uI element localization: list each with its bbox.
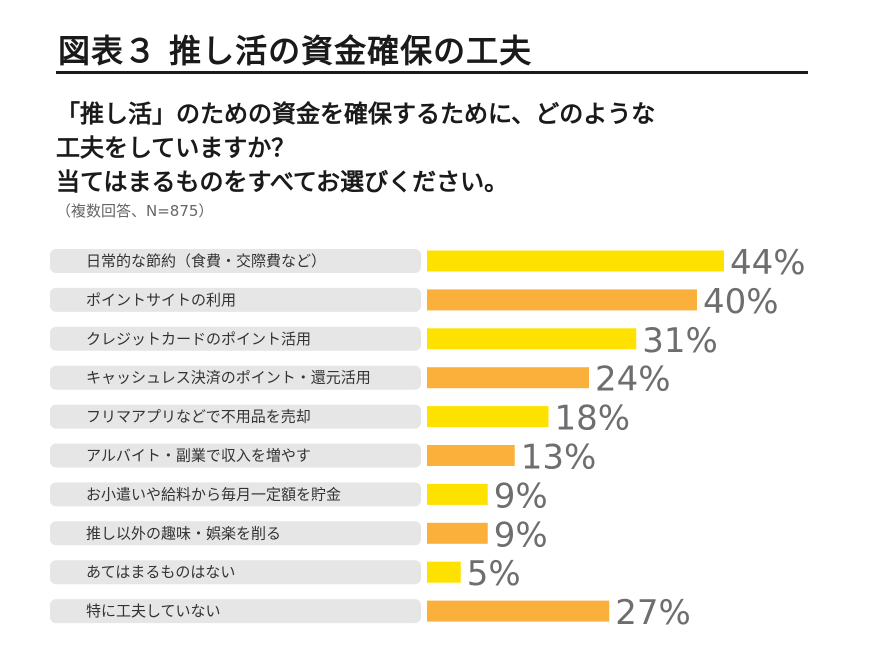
value-label: 31%: [642, 321, 718, 361]
category-label: キャッシュレス決済のポイント・還元活用: [86, 369, 371, 387]
question-line-3: 当てはまるものをすべてお選びください。: [56, 168, 509, 196]
category-label: ポイントサイトの利用: [86, 291, 236, 309]
value-label: 18%: [555, 399, 631, 439]
category-label: 推し以外の趣味・娯楽を削る: [86, 524, 281, 542]
category-label-background: [50, 599, 421, 624]
category-label-background: [50, 287, 421, 312]
value-label: 9%: [494, 476, 548, 516]
category-label-background: [50, 404, 421, 429]
value-label: 44%: [730, 243, 806, 283]
category-label: お小遣いや給料から毎月一定額を貯金: [86, 485, 341, 503]
category-label-background: [50, 326, 421, 351]
value-label: 9%: [494, 515, 548, 555]
category-label: フリマアプリなどで不用品を売却: [86, 408, 311, 426]
bar: [427, 406, 549, 428]
bar: [427, 483, 488, 505]
question-line-2: 工夫をしていますか？: [56, 134, 296, 162]
category-label-background: [50, 443, 421, 468]
category-label: 特に工夫していない: [86, 602, 221, 620]
value-label: 24%: [595, 360, 671, 400]
value-label: 40%: [703, 282, 779, 322]
category-label-background: [50, 365, 421, 390]
category-label-background: [50, 482, 421, 507]
value-label: 5%: [467, 554, 521, 594]
value-label: 27%: [615, 593, 691, 633]
bar: [427, 522, 488, 544]
category-label: あてはまるものはない: [86, 563, 235, 581]
title-underline: [56, 71, 808, 74]
value-label: 13%: [521, 438, 597, 478]
bar: [427, 328, 637, 350]
bar: [427, 561, 461, 583]
sample-note: （複数回答、N=875）: [56, 202, 214, 220]
category-label-background: [50, 521, 421, 546]
question-line-1: 「推し活」のための資金を確保するために、どのような: [56, 100, 656, 128]
bar: [427, 600, 610, 622]
category-label: 日常的な節約（食費・交際費など）: [86, 252, 326, 270]
bar: [427, 367, 589, 389]
category-label: クレジットカードのポイント活用: [86, 330, 311, 348]
figure-title: 図表３ 推し活の資金確保の工夫: [58, 32, 533, 70]
bar: [427, 250, 724, 272]
category-label-background: [50, 249, 421, 273]
category-label: アルバイト・副業で収入を増やす: [86, 447, 311, 465]
category-label-background: [50, 560, 421, 585]
bar: [427, 289, 697, 311]
bar: [427, 445, 515, 466]
